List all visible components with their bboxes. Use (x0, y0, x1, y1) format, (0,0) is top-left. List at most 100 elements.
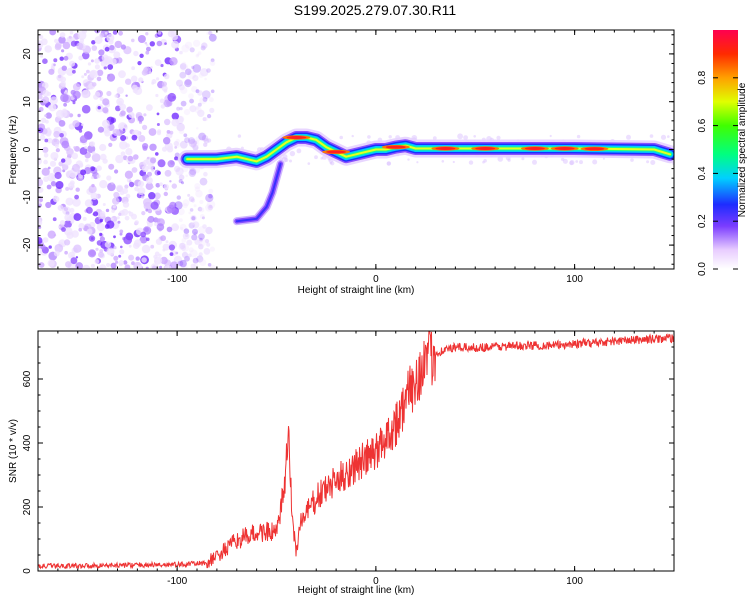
noise-speckle (161, 146, 168, 152)
noise-speckle (112, 197, 120, 205)
noise-speckle (72, 120, 80, 128)
noise-speckle (72, 163, 80, 172)
branch-trace-layer-1 (234, 161, 283, 224)
noise-speckle (209, 246, 215, 252)
trace-peak-core (326, 150, 347, 154)
noise-speckle (38, 225, 42, 229)
noise-speckle (156, 171, 161, 175)
noise-speckle (178, 84, 185, 91)
noise-speckle (146, 46, 151, 52)
noise-speckle (91, 45, 98, 51)
colorbar-tick-label: 0.6 (697, 118, 708, 132)
noise-speckle (127, 155, 134, 162)
noise-speckle (169, 180, 172, 183)
noise-speckle (79, 135, 88, 144)
noise-speckle (148, 128, 157, 136)
noise-speckle (97, 126, 104, 133)
noise-speckle (72, 69, 76, 74)
noise-speckle (47, 166, 51, 170)
noise-speckle (154, 59, 162, 66)
noise-speckle (184, 78, 192, 86)
noise-speckle (96, 223, 105, 232)
noise-speckle (61, 158, 66, 163)
noise-speckle (111, 182, 114, 185)
colorbar-tick-label: 0.8 (697, 70, 708, 84)
noise-speckle (145, 32, 149, 36)
noise-speckle (112, 128, 121, 137)
noise-speckle (38, 201, 41, 205)
noise-speckle (198, 243, 202, 247)
noise-speckle (53, 58, 58, 63)
trace-halo-speckle (307, 162, 311, 165)
noise-speckle (143, 159, 149, 166)
noise-speckle (158, 253, 162, 257)
noise-speckle (101, 119, 110, 128)
noise-speckle (125, 143, 130, 148)
noise-speckle (62, 41, 71, 50)
noise-speckle (208, 30, 213, 36)
noise-speckle (176, 123, 185, 132)
noise-speckle (147, 221, 153, 228)
noise-speckle (194, 239, 200, 245)
noise-speckle (178, 179, 183, 184)
noise-speckle (203, 248, 211, 255)
noise-speckle (120, 127, 123, 130)
noise-speckle (71, 152, 79, 160)
noise-speckle (188, 222, 195, 229)
noise-speckle (92, 213, 96, 216)
noise-speckle (114, 169, 119, 174)
noise-speckle (118, 212, 122, 216)
noise-speckle (177, 260, 184, 267)
noise-speckle (128, 244, 132, 248)
noise-speckle (90, 192, 99, 200)
noise-speckle (192, 75, 199, 82)
noise-speckle (50, 181, 57, 187)
noise-speckle (166, 204, 176, 213)
trace-halo-speckle (203, 142, 208, 147)
noise-speckle (185, 68, 192, 76)
x-tick-label: -100 (167, 576, 187, 587)
snr-series-line (38, 331, 674, 570)
noise-speckle (179, 63, 189, 72)
noise-speckle (184, 79, 192, 88)
noise-speckle (198, 252, 203, 257)
noise-speckle (153, 254, 158, 259)
noise-speckle (60, 81, 66, 87)
noise-speckle (206, 242, 211, 247)
noise-speckle (175, 138, 180, 144)
noise-speckle (146, 237, 150, 242)
noise-speckle (156, 223, 165, 231)
noise-speckle (42, 89, 50, 97)
y-tick-label: 200 (22, 498, 33, 515)
noise-speckle (111, 209, 115, 213)
noise-speckle (138, 135, 146, 142)
colorbar-ticks: 0.0 0.2 0.4 0.6 0.8 (697, 70, 738, 276)
noise-speckle (203, 117, 208, 122)
colorbar-label: Normalized spectral amplitude (737, 82, 748, 217)
noise-speckle (194, 183, 201, 190)
colorbar-tick-label: 0.0 (697, 262, 708, 276)
noise-speckle (86, 69, 90, 74)
trace-halo-speckle (289, 150, 296, 157)
noise-speckle (70, 40, 77, 47)
noise-speckle (94, 91, 101, 97)
noise-speckle (79, 147, 88, 155)
noise-speckle (106, 262, 111, 268)
colorbar-tick-label: 0.4 (697, 166, 708, 180)
trace-halo-speckle (569, 160, 574, 166)
noise-speckle (188, 93, 194, 99)
trace-halo-speckle (496, 135, 501, 140)
noise-speckle (105, 208, 110, 213)
noise-speckle (180, 86, 188, 94)
noise-speckle (197, 109, 205, 118)
noise-speckle (199, 238, 207, 247)
noise-speckle (101, 54, 109, 62)
noise-speckle (80, 169, 87, 176)
noise-speckle (53, 195, 60, 203)
noise-speckle (111, 215, 118, 223)
noise-speckle (182, 203, 188, 209)
y-tick-label: -10 (22, 190, 33, 205)
noise-speckle (44, 138, 49, 143)
noise-speckle (187, 193, 191, 197)
